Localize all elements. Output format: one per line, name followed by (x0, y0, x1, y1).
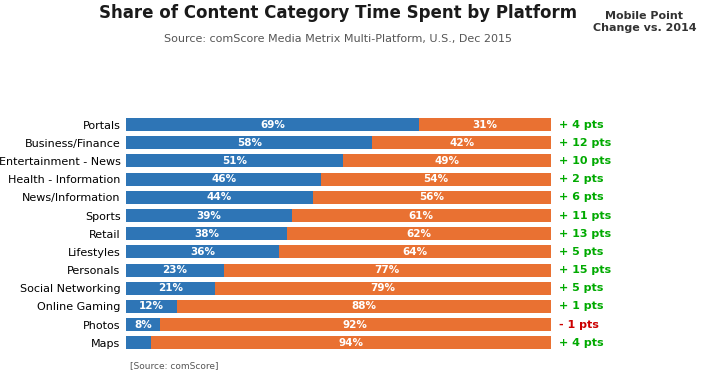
Text: Mobile Point
Change vs. 2014: Mobile Point Change vs. 2014 (593, 11, 696, 33)
Text: Source: comScore Media Metrix Multi-Platform, U.S., Dec 2015: Source: comScore Media Metrix Multi-Plat… (164, 34, 513, 44)
Bar (126, 227, 287, 240)
Bar (321, 173, 551, 186)
Bar (126, 245, 279, 258)
Bar (177, 300, 551, 313)
Bar (313, 191, 551, 204)
Text: 54%: 54% (423, 174, 449, 184)
Text: 12%: 12% (139, 301, 164, 312)
Text: 62%: 62% (407, 229, 431, 239)
Text: 31%: 31% (472, 120, 498, 130)
Text: Share of Content Category Time Spent by Platform: Share of Content Category Time Spent by … (99, 4, 577, 22)
Text: 94%: 94% (338, 338, 364, 348)
Text: 69%: 69% (260, 120, 285, 130)
Text: + 6 pts: + 6 pts (559, 192, 604, 202)
Text: + 15 pts: + 15 pts (559, 265, 611, 275)
Text: 23%: 23% (162, 265, 187, 275)
Text: + 5 pts: + 5 pts (559, 283, 603, 293)
Text: + 1 pts: + 1 pts (559, 301, 604, 312)
Text: 61%: 61% (409, 211, 433, 220)
Text: 79%: 79% (371, 283, 395, 293)
Text: + 10 pts: + 10 pts (559, 156, 611, 166)
Text: 49%: 49% (434, 156, 459, 166)
Bar (160, 318, 551, 331)
Bar (126, 264, 224, 277)
Bar (126, 318, 160, 331)
Text: 77%: 77% (374, 265, 400, 275)
Legend: Desktop, Mobile: Desktop, Mobile (228, 0, 381, 2)
Text: 39%: 39% (197, 211, 221, 220)
Bar (343, 154, 551, 168)
Text: 88%: 88% (351, 301, 377, 312)
Text: + 2 pts: + 2 pts (559, 174, 604, 184)
Text: 92%: 92% (343, 320, 368, 330)
Bar (126, 136, 372, 149)
Bar (151, 336, 551, 350)
Text: 51%: 51% (222, 156, 247, 166)
Text: 38%: 38% (194, 229, 219, 239)
Text: + 12 pts: + 12 pts (559, 138, 611, 148)
Text: + 11 pts: + 11 pts (559, 211, 611, 220)
Text: 21%: 21% (158, 283, 183, 293)
Text: 36%: 36% (190, 247, 215, 257)
Bar (126, 173, 321, 186)
Text: 42%: 42% (449, 138, 474, 148)
Text: 44%: 44% (207, 192, 232, 202)
Bar (372, 136, 551, 149)
Text: 58%: 58% (237, 138, 261, 148)
Bar (419, 118, 551, 131)
Bar (126, 209, 292, 222)
Text: + 4 pts: + 4 pts (559, 338, 604, 348)
Bar (126, 118, 419, 131)
Bar (287, 227, 551, 240)
Bar (126, 336, 151, 350)
Bar (215, 282, 551, 295)
Bar (126, 300, 177, 313)
Bar (279, 245, 551, 258)
Text: + 4 pts: + 4 pts (559, 120, 604, 130)
Bar (126, 154, 343, 168)
Bar (224, 264, 551, 277)
Bar (126, 191, 313, 204)
Text: 64%: 64% (402, 247, 428, 257)
Text: 46%: 46% (211, 174, 236, 184)
Text: + 5 pts: + 5 pts (559, 247, 603, 257)
Bar (292, 209, 551, 222)
Text: [Source: comScore]: [Source: comScore] (130, 361, 219, 370)
Text: 56%: 56% (419, 192, 444, 202)
Text: 8%: 8% (134, 320, 152, 330)
Text: + 13 pts: + 13 pts (559, 229, 611, 239)
Text: - 1 pts: - 1 pts (559, 320, 599, 330)
Bar (126, 282, 215, 295)
